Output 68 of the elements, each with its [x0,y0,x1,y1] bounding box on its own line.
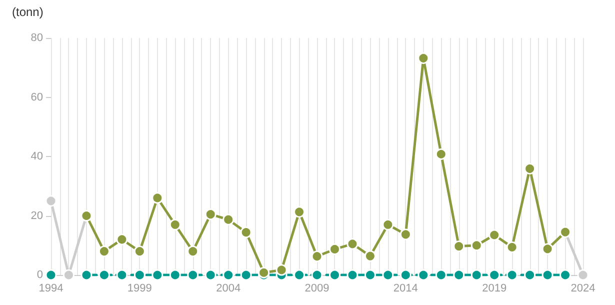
point [204,269,216,281]
point [152,192,164,204]
point [400,228,412,240]
y-axis-title: (tonn) [12,5,44,19]
point [382,269,394,281]
point [400,269,412,281]
point [45,195,57,207]
point [346,269,358,281]
point [328,243,340,255]
x-tick-label: 2004 [216,282,241,294]
point [435,148,447,160]
point [418,52,430,64]
point [453,240,465,252]
point [222,269,234,281]
point [294,269,306,281]
point [311,269,323,281]
point [240,226,252,238]
point [346,238,358,250]
point [222,214,234,226]
point [152,269,164,281]
point [116,234,128,246]
point [418,269,430,281]
point [187,269,199,281]
point [364,250,376,262]
point [169,218,181,230]
point [364,269,376,281]
x-tick-label: 2024 [570,282,596,294]
x-tick-label: 1999 [127,282,152,294]
point [169,269,181,281]
point [488,269,500,281]
point [187,246,199,258]
point [506,269,518,281]
point [134,269,146,281]
point [328,269,340,281]
y-tick-label: 80 [30,32,43,44]
point [453,269,465,281]
point [488,229,500,241]
point [80,269,92,281]
point [470,269,482,281]
point [204,208,216,220]
x-tick-label: 2009 [304,282,330,294]
y-tick-label: 0 [36,269,43,281]
point [524,162,536,174]
point [506,241,518,253]
point [116,269,128,281]
y-tick-label: 40 [30,150,43,162]
point [134,246,146,258]
point [45,269,57,281]
point [470,240,482,252]
x-tick-label: 2019 [482,282,507,294]
point [258,266,270,278]
x-tick-label: 1994 [38,282,64,294]
point [524,269,536,281]
point [276,264,288,276]
point [98,246,110,258]
point [542,243,554,255]
point [240,269,252,281]
point [435,269,447,281]
y-tick-label: 60 [30,91,43,104]
point [311,250,323,262]
point [62,269,74,281]
point [560,269,572,281]
point [382,218,394,230]
point [577,269,589,281]
point [98,269,110,281]
x-tick-label: 2014 [393,282,418,294]
point [542,269,554,281]
y-tick-label: 20 [30,210,43,222]
